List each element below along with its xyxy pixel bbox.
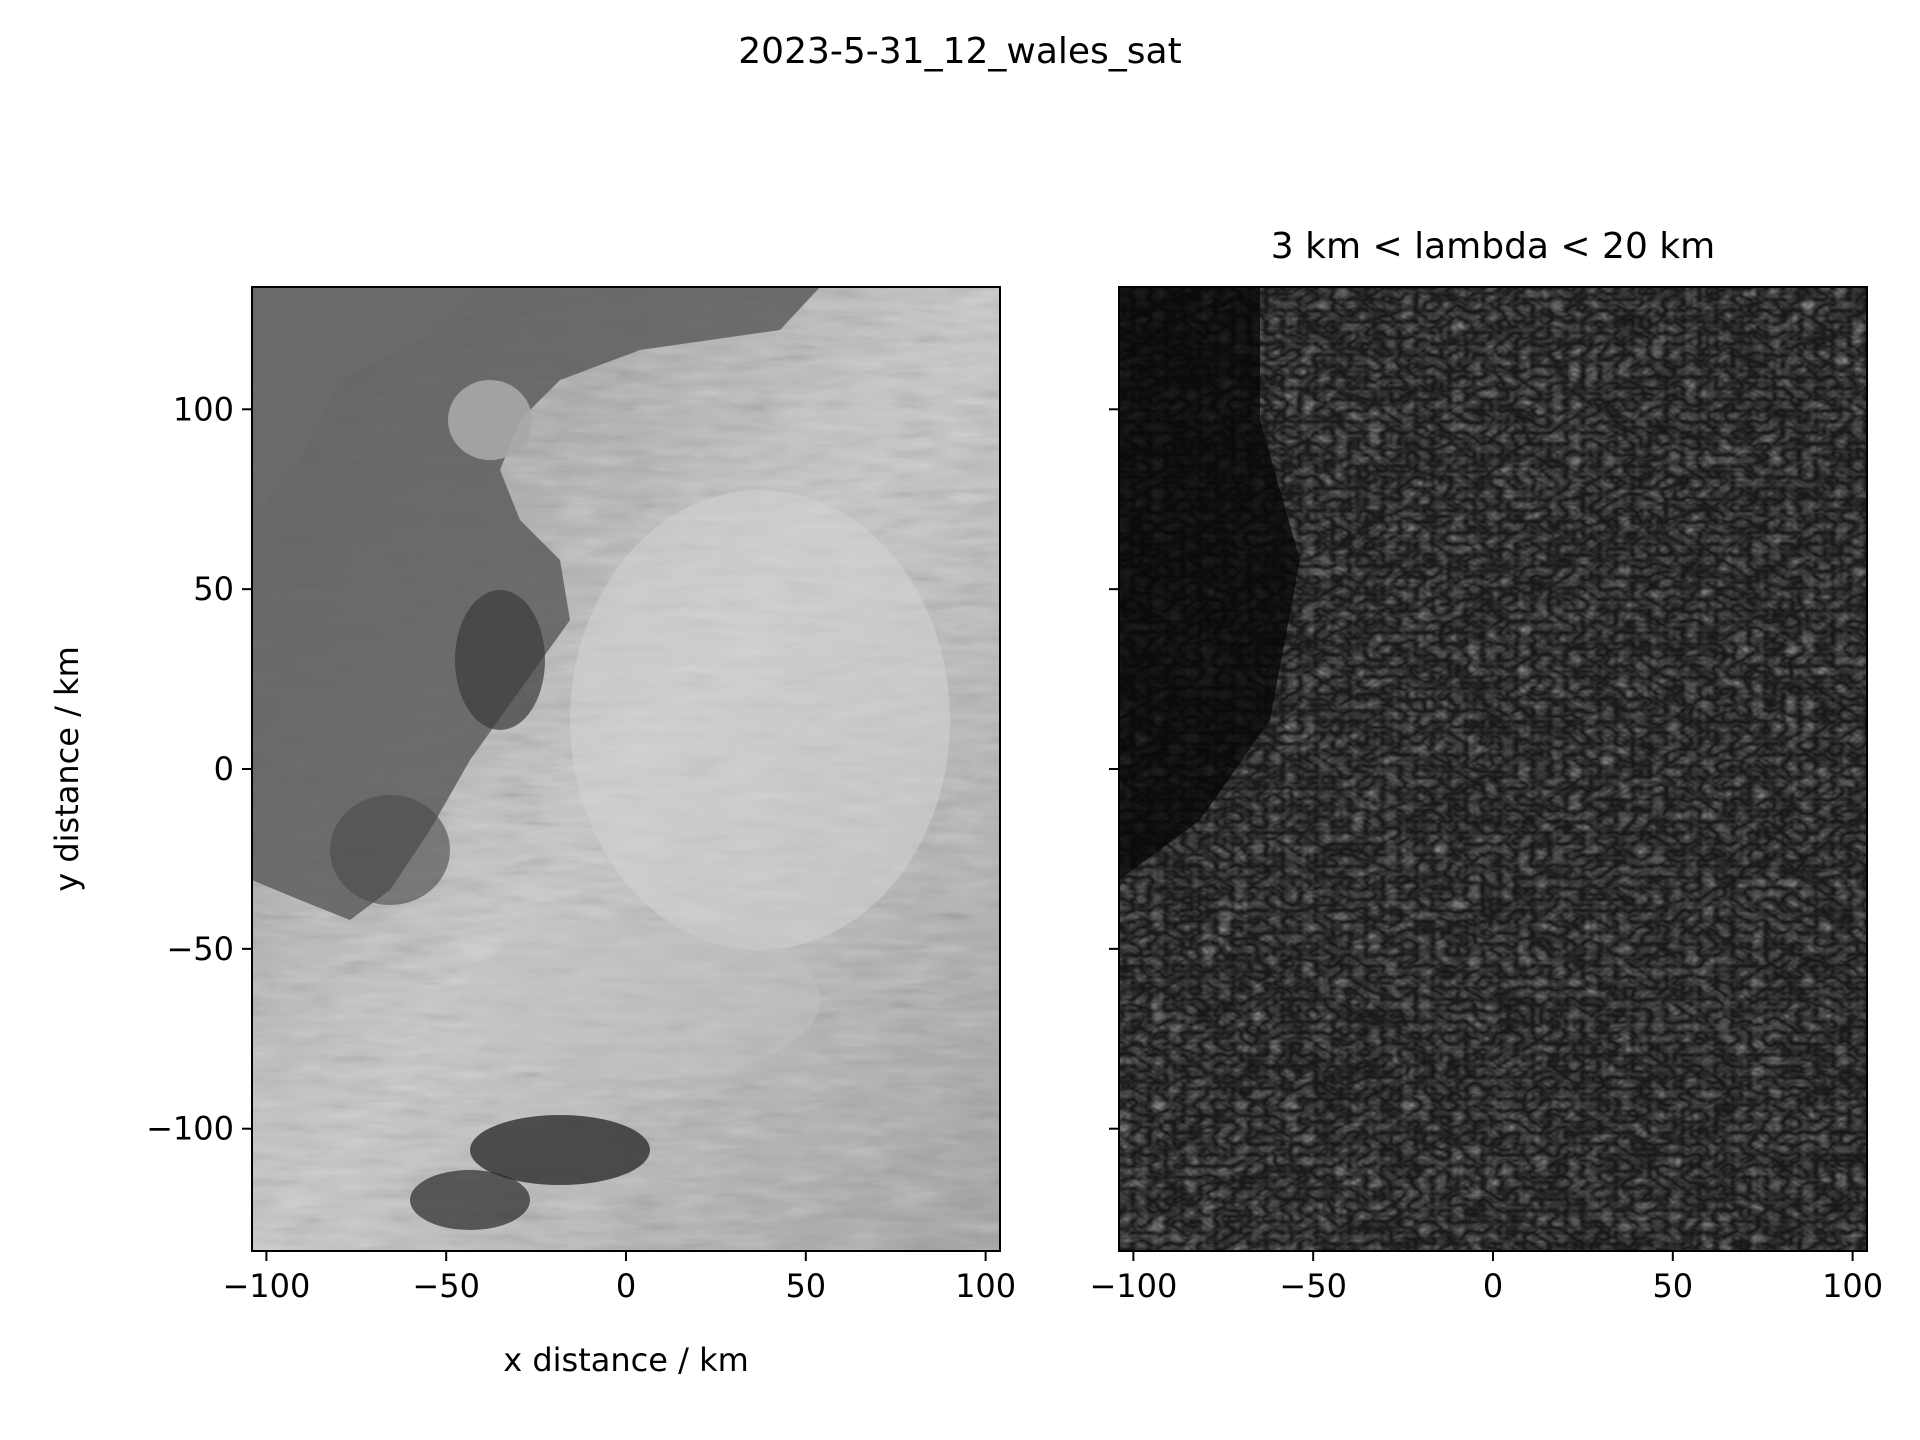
right-panel: 3 km < lambda < 20 km −100 −50 0 50 100 xyxy=(1089,226,1883,1305)
right-x-tick-label: −100 xyxy=(1089,1267,1177,1305)
right-x-ticks: −100 −50 0 50 100 xyxy=(1089,1251,1883,1305)
left-x-tick-label: −100 xyxy=(222,1267,310,1305)
left-y-tick-label: 100 xyxy=(173,390,234,428)
left-y-axis-label: y distance / km xyxy=(48,646,86,892)
left-x-tick-label: −50 xyxy=(412,1267,480,1305)
right-x-tick-label: 50 xyxy=(1652,1267,1693,1305)
left-y-tick-label: −100 xyxy=(146,1110,234,1148)
figure-suptitle: 2023-5-31_12_wales_sat xyxy=(738,31,1181,72)
left-heatmap-image xyxy=(252,287,1000,1251)
right-y-ticks xyxy=(1109,408,1119,1130)
left-x-tick-label: 50 xyxy=(785,1267,826,1305)
right-panel-title: 3 km < lambda < 20 km xyxy=(1271,226,1715,267)
left-x-tick-label: 0 xyxy=(616,1267,636,1305)
left-y-tick-label: 0 xyxy=(214,750,234,788)
left-y-tick-label: 50 xyxy=(193,570,234,608)
left-x-tick-label: 100 xyxy=(955,1267,1016,1305)
left-panel: −100 −50 0 50 100 100 50 0 −50 −100 x distance /… xyxy=(48,286,1016,1379)
left-x-axis-label: x distance / km xyxy=(503,1341,749,1379)
right-x-tick-label: 100 xyxy=(1822,1267,1883,1305)
right-heatmap-image xyxy=(1119,287,1867,1251)
left-y-tick-label: −50 xyxy=(166,930,234,968)
left-x-ticks: −100 −50 0 50 100 xyxy=(222,1251,1016,1305)
right-x-tick-label: −50 xyxy=(1279,1267,1347,1305)
left-y-ticks: 100 50 0 −50 −100 xyxy=(146,390,252,1148)
right-x-tick-label: 0 xyxy=(1483,1267,1503,1305)
